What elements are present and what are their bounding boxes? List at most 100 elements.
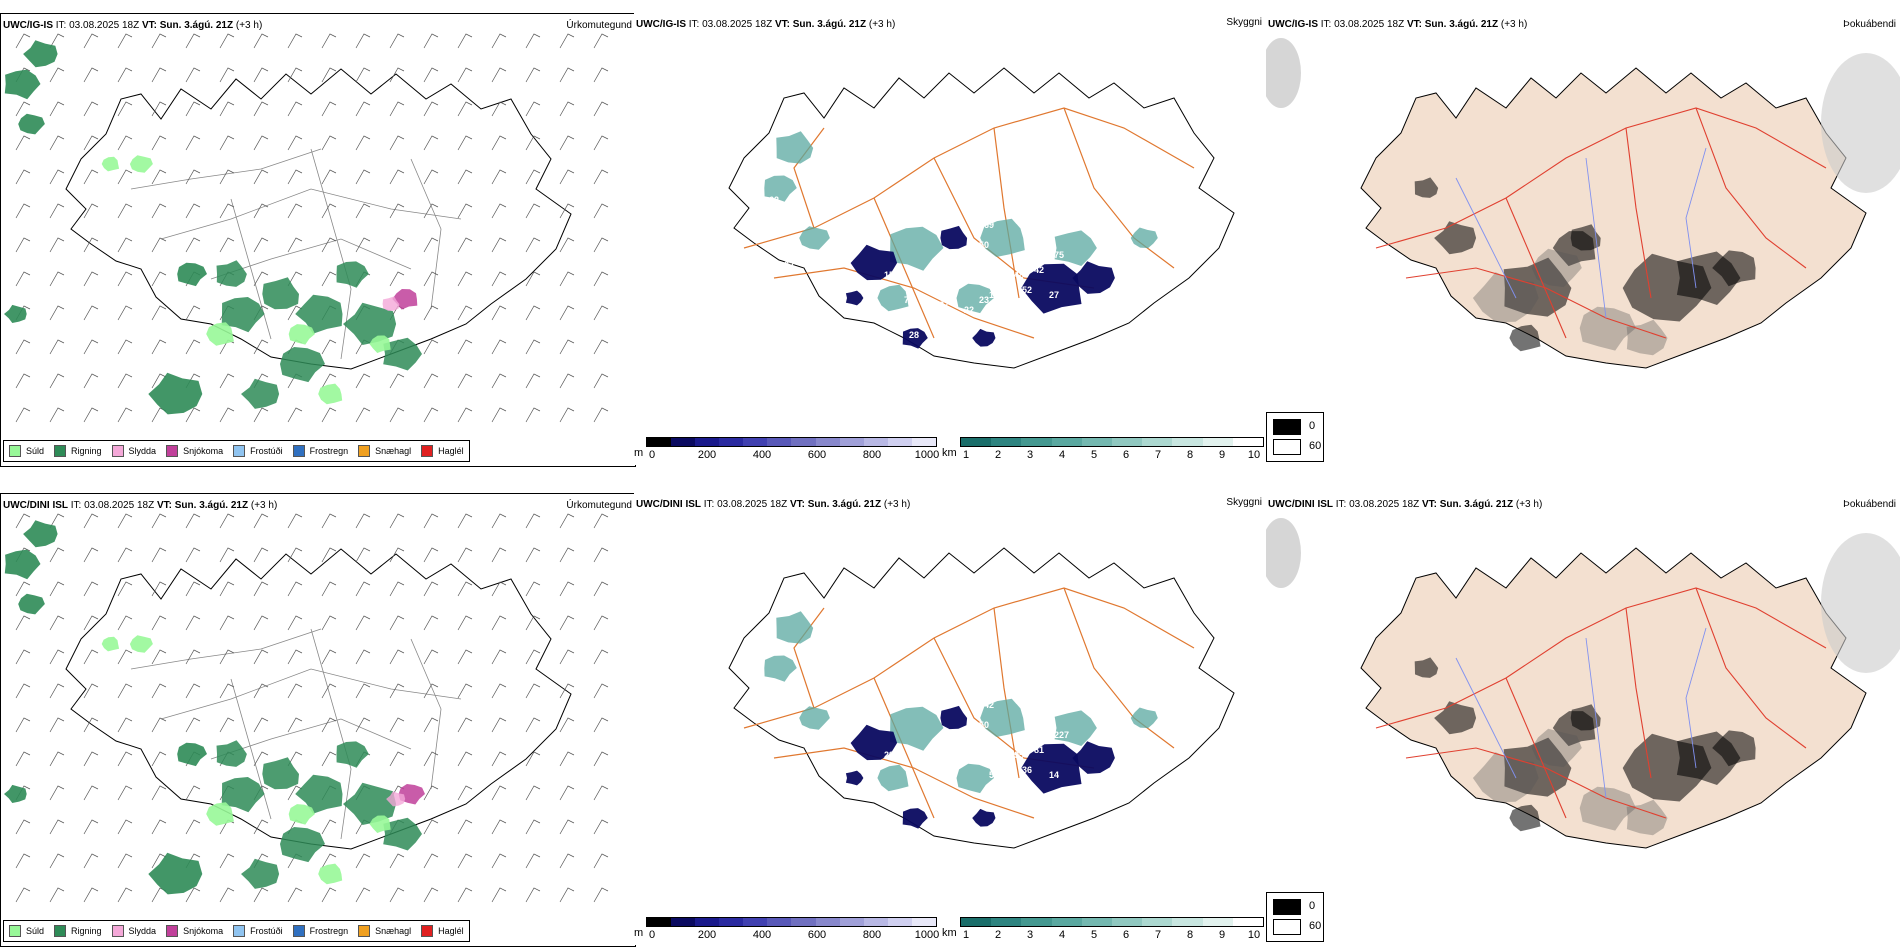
wind-barb [423, 169, 439, 185]
precip-blob [902, 328, 928, 349]
wind-barb [117, 683, 133, 699]
wind-barb [151, 819, 167, 835]
wind-barb [185, 305, 201, 321]
coastline [728, 547, 1235, 849]
road-line [160, 668, 462, 720]
legend-swatch [421, 925, 434, 937]
wind-barb [457, 305, 473, 321]
wind-barb [253, 135, 269, 151]
precip-blob [241, 858, 280, 889]
wind-barb [83, 683, 99, 699]
precip-blob [1054, 230, 1097, 266]
colorbar-tick: 1 [962, 929, 970, 941]
precip-blob [288, 324, 315, 345]
wind-barb [559, 169, 575, 185]
wind-barb [559, 649, 575, 665]
wind-barb [389, 717, 405, 733]
wind-barb [457, 407, 473, 423]
wind-barb [321, 339, 337, 355]
precip-blob [1531, 248, 1582, 288]
road-line [1695, 107, 1807, 269]
wind-barb [491, 33, 507, 49]
precip-blob [1414, 657, 1439, 678]
colorbar-segment [961, 438, 992, 446]
road-line [1063, 587, 1175, 749]
wind-barb [83, 717, 99, 733]
precip-blob [262, 277, 299, 310]
precip-blob [845, 290, 864, 306]
wind-barb [559, 237, 575, 253]
cloudbase-visibility-panel-2: 68 47 38 64 42 50 57 20 95 95 81 227 29 29 36 14 55 UWC/… [634, 493, 1266, 945]
river-line [1685, 627, 1707, 769]
precip-map-1 [4, 33, 609, 423]
legend-item: Haglél [421, 445, 464, 457]
wind-barb [423, 305, 439, 321]
fog-index-panel-1: UWC/IG-IS IT: 03.08.2025 18Z VT: Sun. 3.… [1266, 13, 1900, 465]
precip-blob [1579, 786, 1636, 831]
coastline [728, 67, 1235, 369]
precip-blob [221, 777, 265, 813]
wind-barb [83, 169, 99, 185]
wind-barb [559, 101, 575, 117]
wind-barb [525, 407, 541, 423]
visibility-label: 51 [909, 310, 919, 320]
fog-legend-label: 0 [1309, 420, 1316, 432]
wind-barb [185, 649, 201, 665]
colorbar-tick: 3 [1026, 449, 1034, 461]
wind-barb [117, 203, 133, 219]
wind-barb [491, 169, 507, 185]
wind-barb [287, 203, 303, 219]
precip-blob [1531, 728, 1582, 768]
legend-label: Frostúði [250, 446, 283, 456]
wind-barb [457, 717, 473, 733]
colorbar-strip [646, 917, 937, 927]
visibility-label: 109 [754, 220, 769, 230]
colorbar-segment [1112, 918, 1143, 926]
wind-barb [321, 135, 337, 151]
wind-barb [423, 67, 439, 83]
precip-blob [1414, 177, 1439, 198]
wind-barb [423, 203, 439, 219]
wind-barb [287, 169, 303, 185]
wind-barb [355, 717, 371, 733]
colorbar-tick: 10 [1247, 449, 1261, 461]
colorbar-segment [863, 438, 888, 446]
wind-barb [593, 373, 609, 389]
wind-barb [83, 237, 99, 253]
fog-legend-swatch [1273, 919, 1301, 935]
wind-barb [15, 407, 31, 423]
wind-barb [525, 615, 541, 631]
wind-barb [219, 373, 235, 389]
precip-blob [398, 784, 425, 805]
wind-barb [185, 683, 201, 699]
road-line [1375, 587, 1827, 729]
wind-barb [321, 169, 337, 185]
colorbar-tick: 1000 [914, 929, 940, 941]
wind-barb [389, 513, 405, 529]
wind-barb [491, 819, 507, 835]
wind-barb [593, 683, 609, 699]
wind-barb [83, 785, 99, 801]
precip-blob [4, 784, 27, 803]
wind-barb [457, 683, 473, 699]
wind-barb [151, 67, 167, 83]
coastline [65, 548, 572, 850]
wind-barb [525, 649, 541, 665]
road-line [773, 267, 1035, 339]
wind-barb [423, 513, 439, 529]
wind-barb [83, 649, 99, 665]
wind-barb [559, 717, 575, 733]
visibility-label: 48 [1014, 270, 1024, 280]
precip-blob [280, 827, 325, 863]
colorbar-segment [1202, 438, 1233, 446]
wind-barb [355, 887, 371, 903]
wind-barb [151, 853, 167, 869]
road-line [1505, 197, 1567, 339]
wind-barb [457, 615, 473, 631]
visibility-label: 14 [1049, 770, 1059, 780]
wind-barb [355, 615, 371, 631]
wind-barb [253, 169, 269, 185]
legend-label: Frostregn [309, 926, 349, 936]
visibility-label: 27 [1049, 290, 1059, 300]
wind-barb [355, 853, 371, 869]
